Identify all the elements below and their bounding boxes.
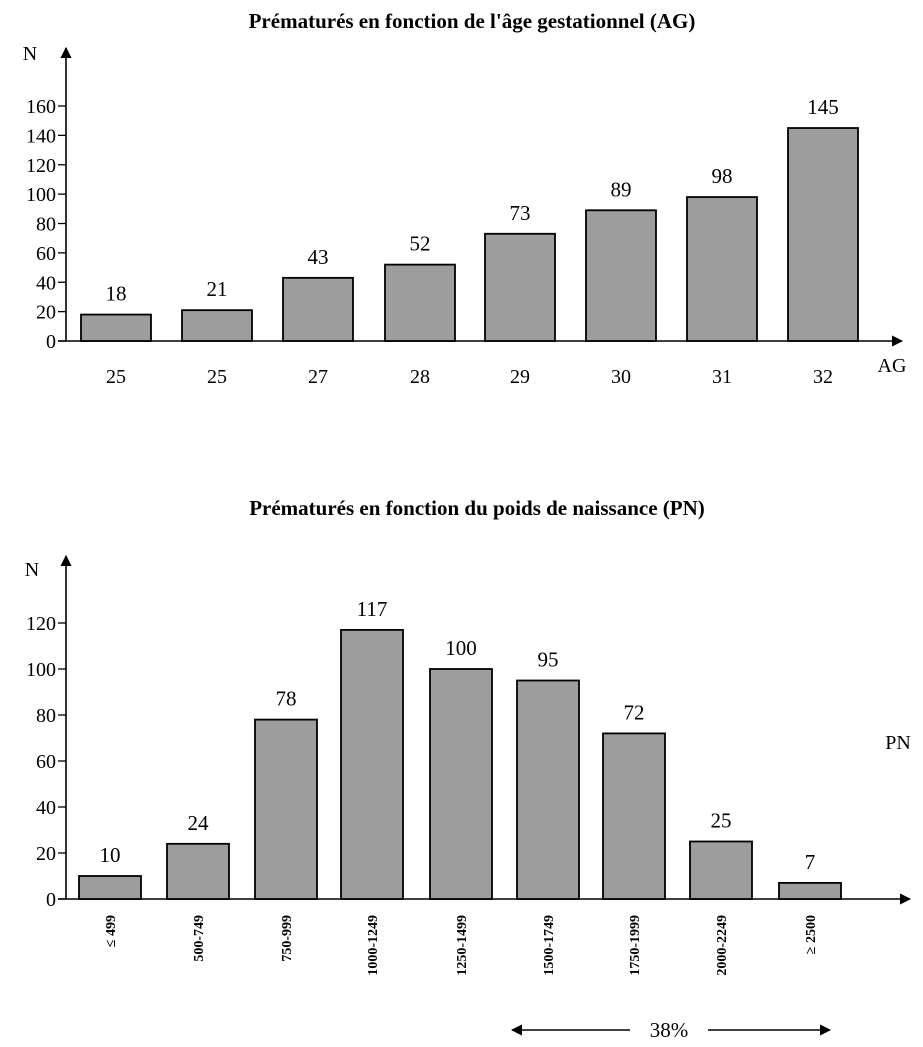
data-label: 98 bbox=[712, 164, 733, 188]
bar bbox=[181, 309, 253, 342]
x-tick-labels: ≤ 499 500-749 750-999 1000-1249 1250-1499 150… bbox=[104, 915, 819, 976]
x-tick-label: 31 bbox=[712, 366, 732, 388]
data-label: 72 bbox=[624, 700, 645, 724]
x-tick-label: 28 bbox=[410, 366, 430, 388]
x-tick-label: 32 bbox=[813, 366, 833, 388]
data-label: 145 bbox=[807, 95, 839, 119]
bars bbox=[78, 629, 842, 900]
chart-birth-weight: Prématurés en fonction du poids de naiss… bbox=[25, 496, 912, 1042]
chart-title: Prématurés en fonction du poids de naiss… bbox=[249, 496, 705, 520]
bar bbox=[686, 196, 758, 342]
y-tick-label: 60 bbox=[36, 751, 56, 773]
y-tick-label: 100 bbox=[26, 184, 56, 206]
y-tick-label: 40 bbox=[36, 272, 56, 294]
annotation-range: 38% bbox=[510, 1018, 832, 1042]
data-label: 100 bbox=[445, 636, 477, 660]
x-tick-label: 1500-1749 bbox=[542, 915, 557, 976]
y-tick-label: 40 bbox=[36, 797, 56, 819]
y-ticks: 0 20 40 60 80 100 120 140 160 bbox=[26, 96, 66, 353]
annotation-label: 38% bbox=[650, 1018, 689, 1042]
x-axis-label: PN bbox=[885, 732, 911, 754]
bar bbox=[689, 840, 753, 900]
bars bbox=[80, 127, 859, 342]
chart-gestational-age: Prématurés en fonction de l'âge gestatio… bbox=[23, 9, 907, 388]
x-tick-label: 27 bbox=[308, 366, 328, 388]
y-axis-label: N bbox=[25, 559, 39, 581]
data-label: 117 bbox=[357, 597, 388, 621]
data-label: 43 bbox=[308, 245, 329, 269]
y-tick-label: 120 bbox=[26, 613, 56, 635]
data-label: 10 bbox=[100, 843, 121, 867]
x-tick-label: 1250-1499 bbox=[455, 915, 470, 976]
axes bbox=[58, 46, 904, 347]
x-tick-label: 500-749 bbox=[192, 915, 207, 962]
x-tick-label: 25 bbox=[106, 366, 126, 388]
x-tick-label: ≥ 2500 bbox=[804, 915, 819, 954]
x-tick-label: 30 bbox=[611, 366, 631, 388]
bar bbox=[254, 718, 318, 900]
y-tick-label: 140 bbox=[26, 125, 56, 147]
data-label: 25 bbox=[711, 809, 732, 833]
bar bbox=[384, 263, 456, 342]
x-tick-label: 750-999 bbox=[280, 915, 295, 962]
y-tick-label: 100 bbox=[26, 659, 56, 681]
y-tick-label: 20 bbox=[36, 843, 56, 865]
x-tick-label: 2000-2249 bbox=[715, 915, 730, 976]
bar bbox=[80, 313, 152, 342]
data-label: 24 bbox=[188, 811, 210, 835]
x-tick-labels: 25 25 27 28 29 30 31 32 bbox=[106, 366, 833, 388]
data-label: 52 bbox=[410, 232, 431, 256]
data-label: 18 bbox=[106, 282, 127, 306]
data-label: 95 bbox=[538, 648, 559, 672]
y-tick-label: 80 bbox=[36, 214, 56, 236]
y-tick-label: 160 bbox=[26, 96, 56, 118]
data-label: 7 bbox=[805, 850, 816, 874]
bar bbox=[602, 732, 666, 900]
x-tick-label: ≤ 499 bbox=[104, 915, 119, 947]
bar bbox=[585, 209, 657, 342]
bar bbox=[778, 882, 842, 900]
data-label: 21 bbox=[207, 277, 228, 301]
bar bbox=[166, 842, 230, 900]
data-label: 73 bbox=[510, 201, 531, 225]
x-tick-label: 1000-1249 bbox=[366, 915, 381, 976]
data-label: 89 bbox=[611, 177, 632, 201]
y-tick-label: 0 bbox=[46, 889, 56, 911]
y-tick-label: 60 bbox=[36, 243, 56, 265]
y-tick-label: 0 bbox=[46, 331, 56, 353]
bar bbox=[787, 127, 859, 342]
y-tick-label: 80 bbox=[36, 705, 56, 727]
value-labels: 18 21 43 52 73 89 98 145 bbox=[106, 95, 839, 306]
bar bbox=[282, 276, 354, 342]
bar bbox=[78, 875, 142, 900]
x-tick-label: 1750-1999 bbox=[628, 915, 643, 976]
x-tick-label: 25 bbox=[207, 366, 227, 388]
y-ticks: 0 20 40 60 80 100 120 bbox=[26, 613, 66, 911]
x-axis-label: AG bbox=[878, 355, 907, 377]
y-tick-label: 20 bbox=[36, 302, 56, 324]
y-axis-label: N bbox=[23, 43, 37, 65]
chart-title: Prématurés en fonction de l'âge gestatio… bbox=[249, 9, 696, 33]
bar bbox=[429, 668, 493, 900]
bar bbox=[484, 232, 556, 342]
y-tick-label: 120 bbox=[26, 155, 56, 177]
bar bbox=[516, 679, 580, 900]
bar bbox=[340, 629, 404, 900]
x-tick-label: 29 bbox=[510, 366, 530, 388]
value-labels: 10 24 78 117 100 95 72 25 7 bbox=[100, 597, 816, 874]
data-label: 78 bbox=[276, 687, 297, 711]
